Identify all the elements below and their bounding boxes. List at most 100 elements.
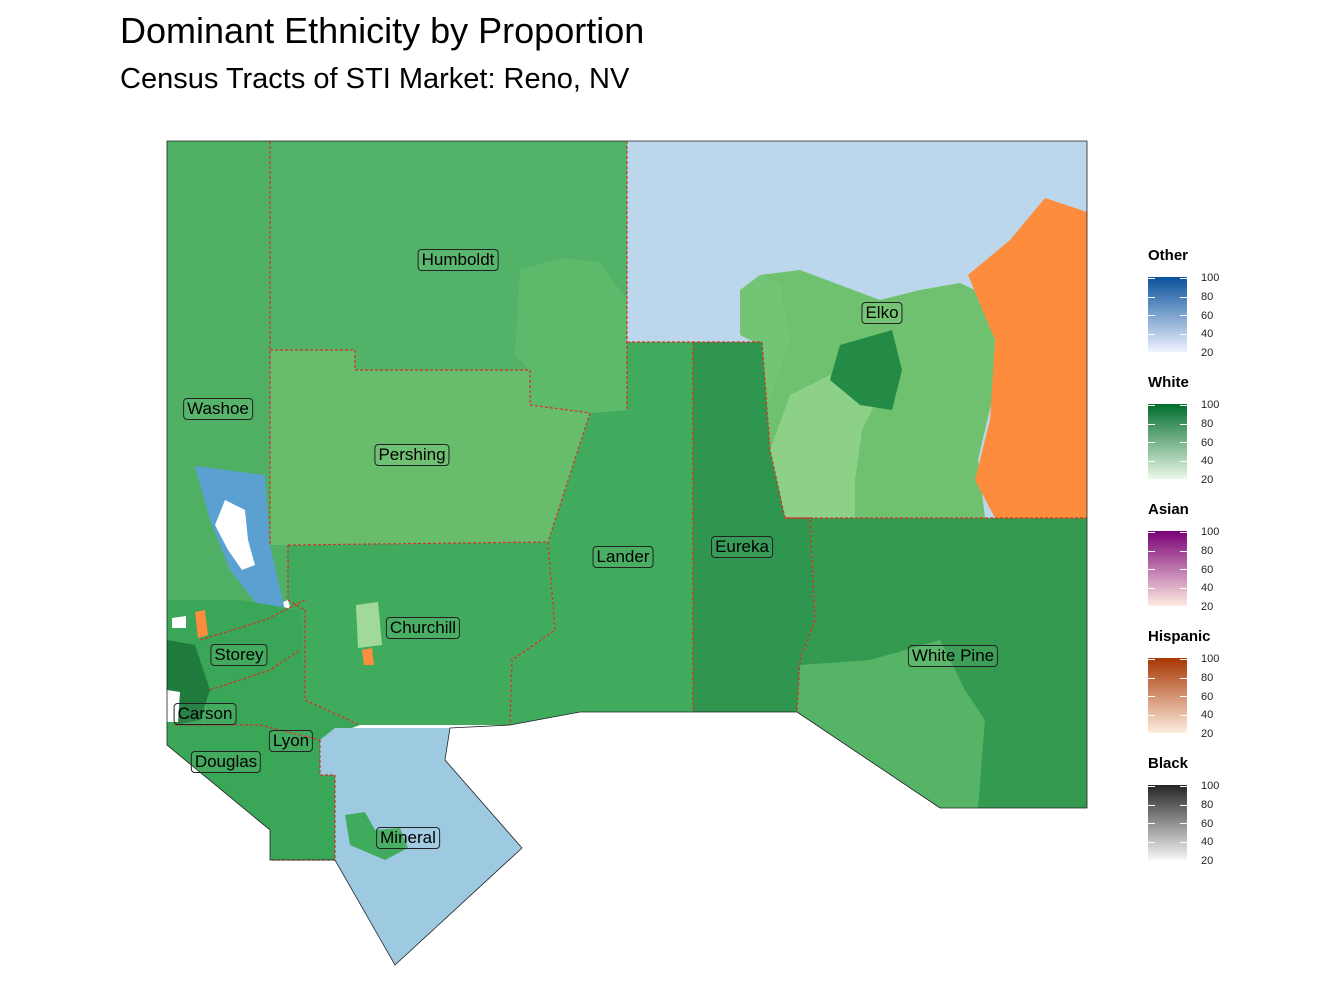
legend-tick-mark bbox=[1148, 460, 1155, 462]
legend-tick-label: 100 bbox=[1201, 399, 1220, 411]
legend-tick-mark bbox=[1180, 569, 1187, 570]
tract-mineral bbox=[320, 728, 522, 965]
county-label-humboldt: Humboldt bbox=[417, 249, 499, 271]
legend-tick-label: 20 bbox=[1201, 474, 1214, 487]
legend-title-white: White bbox=[1148, 374, 1189, 391]
legend-tick-mark bbox=[1180, 352, 1187, 353]
legend-tick-mark bbox=[1148, 315, 1155, 316]
legend-tick-mark bbox=[1180, 659, 1187, 660]
legend-tick-label: 60 bbox=[1201, 690, 1214, 703]
border-storey bbox=[199, 599, 306, 691]
legend-tick-label: 20 bbox=[1201, 855, 1214, 868]
legend-tick-mark bbox=[1180, 696, 1187, 697]
legend-tick-label: 100 bbox=[1201, 653, 1220, 665]
legend-tick-label: 40 bbox=[1201, 328, 1214, 341]
legend-tick-label: 20 bbox=[1201, 728, 1214, 741]
tract-churchill-light bbox=[356, 602, 382, 648]
legend-tick-mark bbox=[1148, 405, 1155, 406]
legend-tick-mark bbox=[1148, 532, 1155, 533]
tract-storey-hispanic bbox=[195, 610, 208, 638]
legend-tick-mark bbox=[1148, 786, 1155, 787]
county-label-douglas: Douglas bbox=[190, 751, 262, 773]
legend-tick-mark bbox=[1180, 278, 1187, 279]
tract-churchill bbox=[288, 542, 555, 725]
legend-colorbar-black bbox=[1148, 785, 1187, 861]
tract-carson-white bbox=[167, 690, 180, 722]
border-churchill-west bbox=[287, 545, 361, 726]
legend-tick-mark bbox=[1148, 333, 1155, 335]
legend-tick-mark bbox=[1180, 315, 1187, 316]
legend-tick-label: 80 bbox=[1201, 671, 1214, 684]
county-borders bbox=[175, 141, 1087, 861]
tract-lander bbox=[510, 342, 693, 725]
map-subtitle: Census Tracts of STI Market: Reno, NV bbox=[120, 63, 630, 95]
legend-tick-label: 60 bbox=[1201, 309, 1214, 322]
legend-tick-label: 20 bbox=[1201, 347, 1214, 360]
tract-elko-light bbox=[770, 375, 880, 518]
legend-tick-mark bbox=[1148, 659, 1155, 660]
map-title: Dominant Ethnicity by Proportion bbox=[120, 10, 645, 51]
border-humboldt-pershing bbox=[270, 349, 591, 414]
legend-tick-mark bbox=[1148, 569, 1155, 570]
legend-tick-label: 80 bbox=[1201, 290, 1214, 303]
legend-tick-label: 80 bbox=[1201, 544, 1214, 557]
legend-tick-mark bbox=[1180, 532, 1187, 533]
legend-tick-mark bbox=[1180, 423, 1187, 425]
legend-tick-mark bbox=[1148, 550, 1155, 552]
tract-white-pine-sw bbox=[797, 640, 985, 808]
border-carson bbox=[175, 724, 321, 741]
legend-tick-mark bbox=[1148, 841, 1155, 843]
legend-tick-mark bbox=[1180, 460, 1187, 462]
legend-tick-mark bbox=[1148, 860, 1155, 861]
legend-tick-label: 40 bbox=[1201, 836, 1214, 849]
legend-tick-label: 60 bbox=[1201, 817, 1214, 830]
legend-tick-label: 100 bbox=[1201, 272, 1220, 284]
tract-hispanic-east bbox=[968, 198, 1087, 518]
legend-title-asian: Asian bbox=[1148, 501, 1189, 518]
legend-tick-mark bbox=[1180, 841, 1187, 843]
border-pershing-churchill bbox=[287, 541, 549, 546]
county-label-washoe: Washoe bbox=[183, 398, 253, 420]
legend-tick-mark bbox=[1148, 823, 1155, 824]
legend-tick-mark bbox=[1148, 352, 1155, 353]
legend-tick-label: 80 bbox=[1201, 798, 1214, 811]
tract-humboldt-east bbox=[515, 258, 627, 413]
legend-tick-mark bbox=[1180, 405, 1187, 406]
legend-tick-mark bbox=[1180, 714, 1187, 716]
legend-tick-label: 60 bbox=[1201, 436, 1214, 449]
legend-title-hispanic: Hispanic bbox=[1148, 628, 1211, 645]
legend-tick-mark bbox=[1180, 786, 1187, 787]
legend-tick-mark bbox=[1180, 860, 1187, 861]
tract-eureka bbox=[693, 342, 815, 712]
legend-tick-mark bbox=[1148, 733, 1155, 734]
legend-tick-mark bbox=[1148, 296, 1155, 298]
legend-colorbar-asian bbox=[1148, 531, 1187, 607]
legend-tick-mark bbox=[1148, 677, 1155, 679]
legend-tick-mark bbox=[1148, 278, 1155, 279]
legend-tick-mark bbox=[1180, 606, 1187, 607]
legend-colorbar-hispanic bbox=[1148, 658, 1187, 734]
county-label-churchill: Churchill bbox=[385, 617, 461, 639]
legend-tick-mark bbox=[1180, 587, 1187, 589]
map-outline bbox=[166, 140, 1088, 966]
county-label-storey: Storey bbox=[210, 644, 268, 666]
legend-tick-mark bbox=[1148, 804, 1155, 806]
legend-tick-label: 40 bbox=[1201, 709, 1214, 722]
legend-tick-mark bbox=[1180, 442, 1187, 443]
legend-tick-mark bbox=[1148, 479, 1155, 480]
tract-churchill-hispanic bbox=[362, 648, 374, 665]
county-label-mineral: Mineral bbox=[376, 827, 440, 849]
tract-reno-white bbox=[172, 616, 186, 628]
legend-tick-label: 40 bbox=[1201, 582, 1214, 595]
county-label-carson: Carson bbox=[173, 703, 237, 725]
legend-tick-mark bbox=[1180, 733, 1187, 734]
county-label-eureka: Eureka bbox=[711, 536, 773, 558]
legend-tick-label: 80 bbox=[1201, 417, 1214, 430]
border-pershing-lander bbox=[547, 412, 591, 543]
legend-tick-mark bbox=[1148, 423, 1155, 425]
legend-tick-mark bbox=[1180, 804, 1187, 806]
county-label-lander: Lander bbox=[592, 546, 654, 568]
legend-tick-mark bbox=[1148, 606, 1155, 607]
legend-tick-label: 100 bbox=[1201, 780, 1220, 792]
